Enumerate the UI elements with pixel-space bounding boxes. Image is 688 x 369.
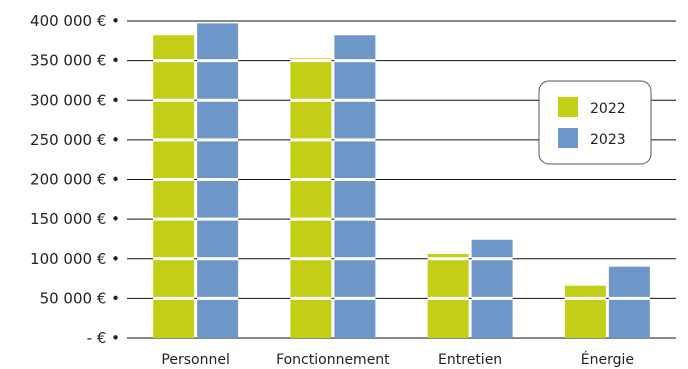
category-label: Entretien bbox=[438, 352, 502, 368]
legend-label-2023: 2023 bbox=[590, 132, 626, 148]
legend-swatch-2022 bbox=[558, 97, 578, 117]
legend: 2022 2023 bbox=[538, 80, 652, 165]
category-label: Fonctionnement bbox=[276, 352, 390, 368]
legend-swatch-2023 bbox=[558, 128, 578, 148]
y-tick-label: - € • bbox=[87, 329, 120, 347]
x-axis-category-labels: Personnel Fonctionnement Entretien Énergie bbox=[161, 351, 634, 368]
y-axis-tick-labels: - € • 50 000 € • 100 000 € • 150 000 € • 200… bbox=[30, 12, 120, 347]
bar-2022-1 bbox=[290, 58, 332, 339]
bar-2022-0 bbox=[153, 35, 195, 338]
bar-2022-3 bbox=[564, 285, 606, 338]
bar-2023-1 bbox=[334, 35, 376, 338]
y-tick-label: 150 000 € • bbox=[30, 210, 120, 228]
legend-label-2022: 2022 bbox=[590, 101, 626, 117]
bar-2022-2 bbox=[427, 253, 469, 338]
y-tick-label: 350 000 € • bbox=[30, 52, 120, 70]
y-tick-label: 250 000 € • bbox=[30, 131, 120, 149]
legend-box bbox=[538, 80, 652, 165]
category-label: Personnel bbox=[161, 352, 229, 368]
y-tick-label: 300 000 € • bbox=[30, 91, 120, 109]
bar-2023-2 bbox=[471, 239, 513, 338]
category-label: Énergie bbox=[581, 351, 634, 368]
bar-gridline-overlay bbox=[153, 59, 650, 300]
y-tick-label: 200 000 € • bbox=[30, 171, 120, 189]
y-tick-label: 100 000 € • bbox=[30, 250, 120, 268]
bar-2023-3 bbox=[608, 266, 650, 338]
y-tick-label: 400 000 € • bbox=[30, 12, 120, 30]
y-tick-label: 50 000 € • bbox=[40, 289, 120, 307]
